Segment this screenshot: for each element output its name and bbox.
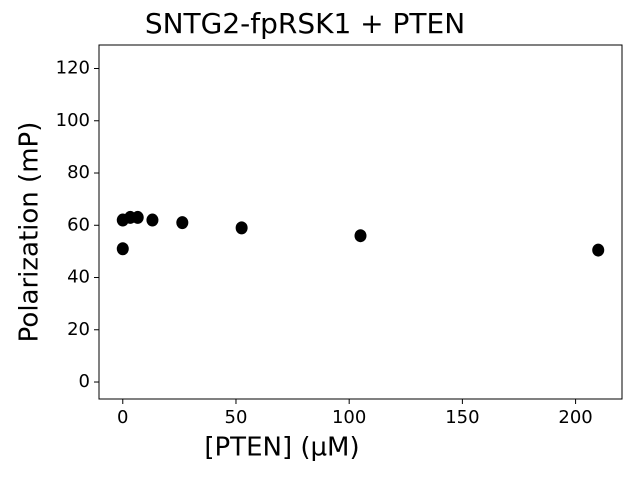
y-tick-label: 60: [67, 214, 90, 235]
plot-frame: [98, 44, 623, 400]
x-tick-label: 50: [225, 407, 248, 428]
x-tick-label: 200: [558, 407, 592, 428]
data-point: [131, 210, 144, 224]
x-axis-label: [PTEN] (µM): [204, 433, 359, 463]
y-tick-label: 40: [67, 267, 90, 288]
y-tick-label: 100: [56, 110, 90, 131]
x-tick-label: 0: [117, 407, 128, 428]
chart-title: SNTG2-fpRSK1 + PTEN: [145, 7, 465, 40]
x-tick-label: 100: [332, 407, 366, 428]
data-point: [592, 243, 605, 257]
y-tick-label: 80: [67, 162, 90, 183]
data-point: [235, 221, 248, 235]
data-point: [146, 213, 159, 227]
y-tick-label: 120: [56, 58, 90, 79]
x-tick-label: 150: [445, 407, 479, 428]
y-tick-label: 0: [79, 371, 90, 392]
y-tick-label: 20: [67, 319, 90, 340]
data-point: [354, 229, 367, 243]
data-point: [116, 242, 129, 256]
y-axis-label: Polarization (mP): [15, 122, 45, 343]
data-point: [176, 216, 189, 230]
